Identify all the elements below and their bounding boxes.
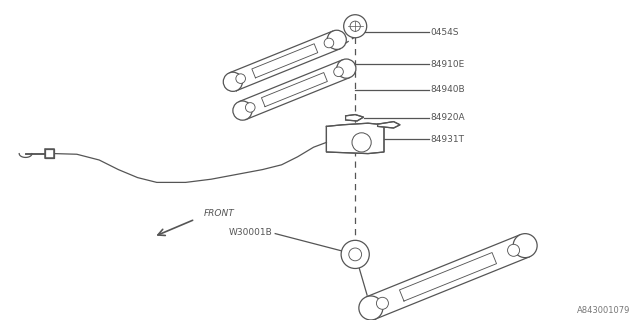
- Circle shape: [327, 30, 346, 49]
- Polygon shape: [346, 115, 364, 121]
- Text: 84931T: 84931T: [431, 135, 465, 144]
- Polygon shape: [399, 252, 497, 301]
- Text: W30001B: W30001B: [228, 228, 272, 237]
- Circle shape: [236, 74, 246, 84]
- Polygon shape: [366, 235, 530, 319]
- Polygon shape: [326, 123, 384, 154]
- Polygon shape: [378, 122, 400, 128]
- Circle shape: [246, 103, 255, 112]
- Circle shape: [349, 248, 362, 261]
- Circle shape: [350, 21, 360, 31]
- Text: 84910E: 84910E: [431, 60, 465, 68]
- Text: A843001079: A843001079: [577, 306, 630, 315]
- Polygon shape: [45, 149, 54, 158]
- Circle shape: [341, 240, 369, 268]
- Polygon shape: [229, 31, 340, 91]
- Circle shape: [337, 59, 356, 78]
- Polygon shape: [239, 60, 350, 119]
- Polygon shape: [262, 73, 327, 107]
- Text: 84940B: 84940B: [431, 85, 465, 94]
- Circle shape: [233, 101, 252, 120]
- Circle shape: [344, 15, 367, 38]
- Text: FRONT: FRONT: [204, 209, 234, 218]
- Text: 84920A: 84920A: [431, 113, 465, 122]
- Circle shape: [508, 244, 520, 256]
- Circle shape: [352, 133, 371, 152]
- Circle shape: [223, 72, 243, 92]
- Circle shape: [513, 234, 537, 258]
- Circle shape: [376, 297, 388, 309]
- Circle shape: [324, 38, 333, 48]
- Text: 0454S: 0454S: [431, 28, 460, 36]
- Polygon shape: [252, 44, 317, 78]
- Circle shape: [359, 296, 383, 320]
- Circle shape: [333, 67, 343, 76]
